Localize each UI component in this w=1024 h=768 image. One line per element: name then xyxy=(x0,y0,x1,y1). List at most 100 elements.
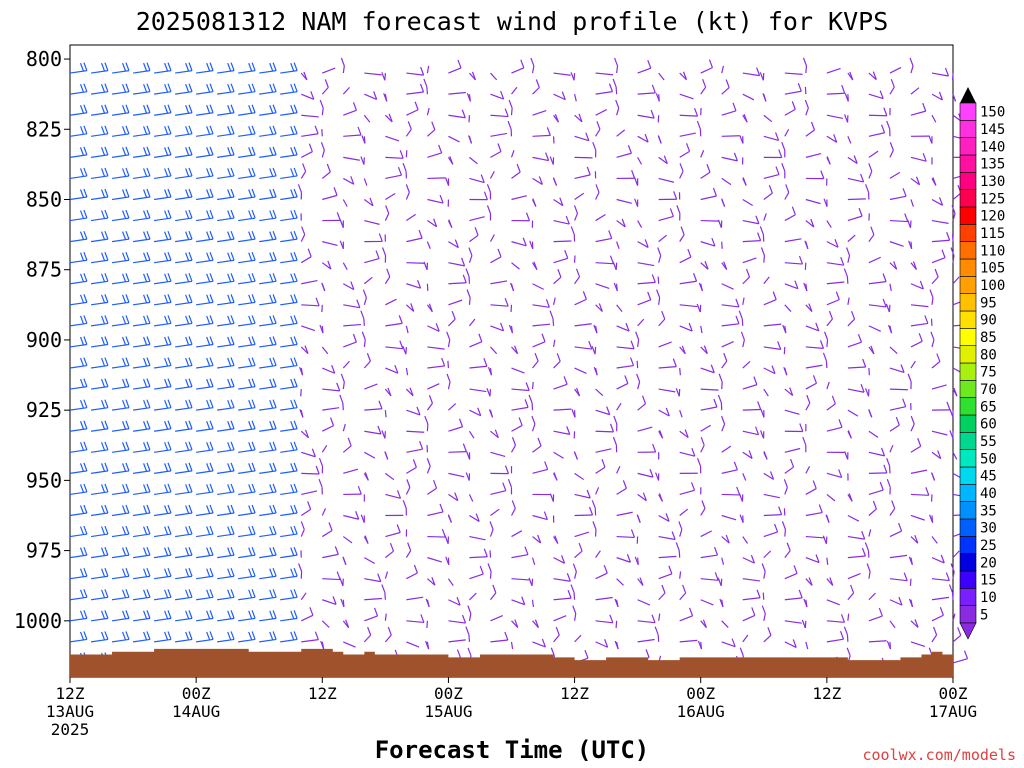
wind-barb xyxy=(595,564,608,580)
wind-barb xyxy=(679,93,694,100)
wind-barb xyxy=(154,230,172,243)
wind-barb xyxy=(490,429,499,439)
wind-barb xyxy=(889,213,909,223)
wind-barb xyxy=(259,589,277,601)
wind-barb xyxy=(342,536,353,544)
wind-barb xyxy=(175,146,193,158)
wind-barb xyxy=(847,572,861,580)
wind-barb xyxy=(721,315,740,327)
wind-barb xyxy=(530,57,535,74)
wind-barb xyxy=(321,79,329,95)
wind-barb xyxy=(614,640,619,650)
colorbar-label: 85 xyxy=(980,330,997,346)
wind-barb xyxy=(784,72,803,75)
wind-barb xyxy=(217,525,235,538)
wind-barb xyxy=(532,437,542,453)
wind-barb xyxy=(658,191,678,201)
wind-barb xyxy=(595,406,611,416)
wind-barb xyxy=(906,219,912,228)
wind-barb xyxy=(406,229,423,243)
wind-barb xyxy=(549,493,555,502)
wind-barb xyxy=(175,336,193,348)
wind-barb xyxy=(889,388,908,391)
wind-barb xyxy=(931,384,947,390)
wind-barb xyxy=(616,357,635,369)
wind-barb xyxy=(175,125,193,137)
wind-barb xyxy=(385,192,396,201)
wind-barb xyxy=(196,399,214,411)
wind-barb xyxy=(280,209,298,222)
wind-barb xyxy=(826,114,844,120)
wind-barb xyxy=(427,528,446,538)
wind-barb xyxy=(889,500,896,516)
wind-barb xyxy=(175,525,193,538)
wind-barb xyxy=(952,627,962,643)
wind-barb xyxy=(448,311,456,327)
wind-barb xyxy=(342,619,350,629)
wind-barb xyxy=(826,67,841,74)
y-tick-label: 825 xyxy=(26,117,62,141)
wind-barb xyxy=(154,125,172,137)
wind-barb xyxy=(469,71,477,81)
wind-barb xyxy=(90,399,109,411)
wind-barb xyxy=(637,239,649,248)
wind-barb xyxy=(823,198,828,207)
wind-barb xyxy=(469,592,477,601)
wind-barb xyxy=(511,596,526,606)
wind-barb xyxy=(111,273,130,285)
wind-barb xyxy=(196,209,214,222)
wind-barb xyxy=(280,546,298,559)
wind-barb xyxy=(385,524,401,538)
wind-barb xyxy=(721,486,741,496)
wind-barb xyxy=(553,626,560,643)
wind-barb xyxy=(509,282,515,292)
wind-barb xyxy=(238,209,256,222)
wind-barb xyxy=(532,261,538,270)
wind-barb xyxy=(90,188,109,201)
wind-barb xyxy=(805,504,823,517)
wind-barb xyxy=(658,358,677,369)
wind-barb xyxy=(928,135,933,144)
wind-barb xyxy=(763,184,773,200)
wind-barb xyxy=(301,297,320,307)
wind-barb xyxy=(679,163,684,179)
wind-barb xyxy=(847,207,863,222)
wind-barb xyxy=(259,462,277,474)
wind-barb xyxy=(574,472,585,481)
colorbar-label: 50 xyxy=(980,451,997,467)
wind-barb xyxy=(868,71,877,81)
wind-barb xyxy=(301,325,316,332)
wind-barb xyxy=(299,409,304,418)
wind-barb xyxy=(154,62,172,74)
wind-barb xyxy=(259,83,277,95)
wind-barb xyxy=(510,641,514,650)
wind-barb xyxy=(805,466,811,474)
wind-barb xyxy=(90,62,109,74)
wind-barb xyxy=(406,564,418,580)
wind-barb xyxy=(425,640,430,650)
wind-barb xyxy=(595,303,603,312)
wind-barb xyxy=(69,610,88,622)
wind-barb xyxy=(196,294,214,306)
wind-barb xyxy=(805,480,817,495)
wind-barb xyxy=(321,282,326,292)
wind-barb xyxy=(445,177,450,186)
wind-barb xyxy=(238,546,256,559)
wind-barb xyxy=(826,156,831,165)
wind-barb xyxy=(448,614,467,624)
chart-title: 2025081312 NAM forecast wind profile (kt… xyxy=(136,7,889,36)
wind-barb xyxy=(679,508,689,516)
wind-barb xyxy=(784,255,804,265)
wind-barb xyxy=(595,184,600,200)
wind-barb xyxy=(802,436,807,453)
wind-barb xyxy=(889,596,903,606)
wind-barb xyxy=(528,394,534,411)
wind-barb xyxy=(784,589,803,601)
wind-barb xyxy=(511,195,527,201)
colorbar-swatch xyxy=(959,154,977,173)
wind-barb xyxy=(847,310,856,327)
wind-barb xyxy=(826,469,843,479)
wind-barb xyxy=(511,59,525,74)
wind-barb xyxy=(655,472,660,481)
wind-barb xyxy=(616,375,629,390)
